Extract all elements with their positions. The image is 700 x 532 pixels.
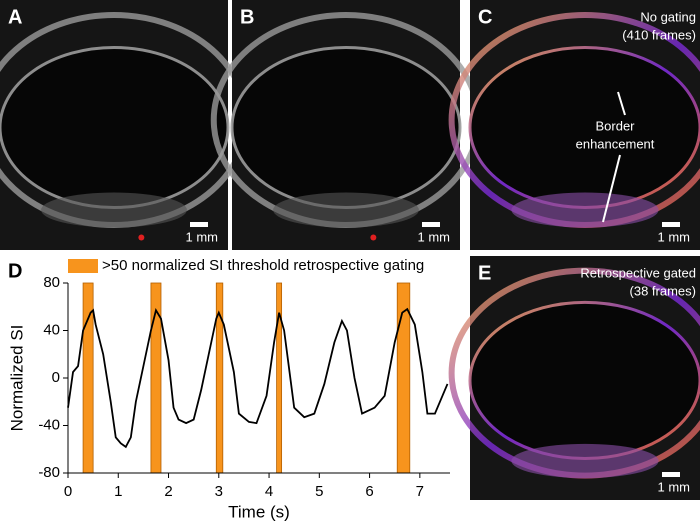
panel-label: C — [478, 6, 492, 28]
panel-note: (410 frames) — [622, 27, 696, 42]
x-axis-label: Time (s) — [228, 502, 290, 521]
y-tick-label: 80 — [43, 274, 60, 291]
tissue — [511, 192, 659, 228]
x-tick-label: 6 — [365, 483, 373, 500]
annotation: enhancement — [576, 136, 655, 151]
scale-bar — [662, 472, 680, 477]
legend-swatch — [68, 259, 98, 273]
tissue — [41, 192, 187, 228]
panel-label: B — [240, 6, 254, 28]
scale-bar — [422, 222, 440, 227]
x-tick-label: 5 — [315, 483, 323, 500]
arrow — [602, 154, 621, 223]
scale-label: 1 mm — [186, 229, 219, 244]
legend-label: >50 normalized SI threshold retrospectiv… — [102, 257, 424, 274]
lens-inner — [230, 46, 462, 209]
y-tick-label: 0 — [52, 369, 60, 386]
lens-inner — [0, 46, 230, 209]
arrow — [617, 91, 626, 116]
annotation: Border — [595, 118, 635, 133]
tissue — [273, 192, 419, 228]
scale-bar — [190, 222, 208, 227]
marker-dot — [138, 234, 145, 241]
lens-inner — [468, 46, 700, 209]
x-tick-label: 3 — [215, 483, 223, 500]
panel-label: D — [8, 260, 22, 282]
signal-line — [67, 307, 449, 449]
x-tick-label: 0 — [64, 483, 72, 500]
gate-bar — [215, 282, 224, 474]
lens-inner — [468, 300, 700, 460]
scale-label: 1 mm — [418, 229, 451, 244]
y-tick-label: -40 — [38, 416, 60, 433]
x-tick-label: 4 — [265, 483, 273, 500]
scale-bar — [662, 222, 680, 227]
panel-note: No gating — [640, 9, 696, 24]
tissue — [511, 443, 659, 479]
panel-note: (38 frames) — [630, 283, 696, 298]
panel-label: A — [8, 6, 22, 28]
y-tick-label: 40 — [43, 321, 60, 338]
y-axis-label: Normalized SI — [7, 325, 26, 432]
marker-dot — [370, 234, 377, 241]
panel-label: E — [478, 262, 491, 284]
x-tick-label: 2 — [164, 483, 172, 500]
y-tick-label: -80 — [38, 464, 60, 481]
x-tick-label: 1 — [114, 483, 122, 500]
gate-bar — [276, 282, 283, 474]
scale-label: 1 mm — [658, 479, 691, 494]
panel-note: Retrospective gated — [580, 265, 696, 280]
scale-label: 1 mm — [658, 229, 691, 244]
x-tick-label: 7 — [416, 483, 424, 500]
